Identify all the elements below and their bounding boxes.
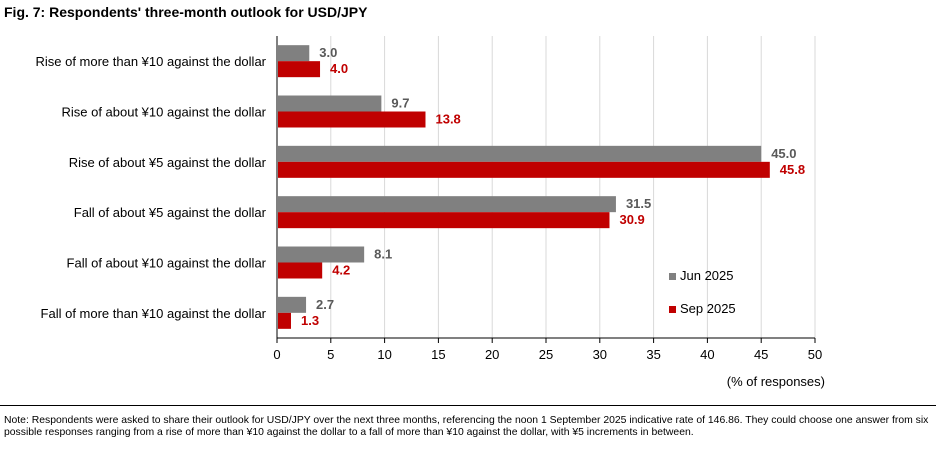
bar-jun — [278, 95, 382, 112]
x-tick-label: 5 — [327, 347, 334, 362]
bar-sep — [278, 111, 426, 128]
data-label: 45.8 — [780, 162, 805, 177]
bar-jun — [278, 196, 616, 213]
bar-sep — [278, 312, 291, 329]
category-label: Rise of about ¥5 against the dollar — [69, 155, 267, 170]
note-top-rule — [0, 405, 936, 406]
data-label: 9.7 — [391, 96, 409, 111]
data-label: 1.3 — [301, 313, 319, 328]
bar-sep — [278, 212, 610, 229]
bar-sep — [278, 262, 323, 279]
bar-sep — [278, 61, 321, 78]
x-axis-label: (% of responses) — [727, 374, 825, 389]
bar-chart: 0 5 10 15 20 25 30 35 40 45 50 (% of responses) Rise… — [35, 36, 825, 389]
bar-jun — [278, 145, 762, 162]
legend-label: Jun 2025 — [680, 268, 734, 283]
category-label: Rise of about ¥10 against the dollar — [61, 105, 266, 120]
data-label: 8.1 — [374, 247, 392, 262]
data-label: 4.2 — [332, 263, 350, 278]
x-tick-label: 45 — [754, 347, 768, 362]
data-label: 13.8 — [435, 112, 460, 127]
data-label: 2.7 — [316, 297, 334, 312]
bar-jun — [278, 296, 307, 313]
bar-sep — [278, 161, 770, 178]
x-tick-label: 30 — [593, 347, 607, 362]
x-tick-label: 25 — [539, 347, 553, 362]
legend-swatch-sep — [669, 306, 676, 313]
data-label: 31.5 — [626, 196, 651, 211]
legend-label: Sep 2025 — [680, 301, 736, 316]
data-label: 45.0 — [771, 146, 796, 161]
category-label: Fall of about ¥5 against the dollar — [74, 205, 267, 220]
x-tick-label: 15 — [431, 347, 445, 362]
x-tick-label: 10 — [377, 347, 391, 362]
category-label: Rise of more than ¥10 against the dollar — [35, 54, 266, 69]
chart-note: Note: Respondents were asked to share th… — [4, 415, 929, 438]
chart-title: Fig. 7: Respondents' three-month outlook… — [4, 4, 368, 20]
x-tick-label: 35 — [646, 347, 660, 362]
category-label: Fall of about ¥10 against the dollar — [67, 256, 267, 271]
data-label: 30.9 — [619, 212, 644, 227]
x-tick-label: 50 — [808, 347, 822, 362]
bar-jun — [278, 246, 365, 263]
x-tick-label: 20 — [485, 347, 499, 362]
x-tick-label: 40 — [700, 347, 714, 362]
category-label: Fall of more than ¥10 against the dollar — [41, 306, 267, 321]
data-label: 4.0 — [330, 61, 348, 76]
bar-jun — [278, 45, 310, 62]
x-tick-label: 0 — [273, 347, 280, 362]
data-label: 3.0 — [319, 45, 337, 60]
legend-swatch-jun — [669, 273, 676, 280]
